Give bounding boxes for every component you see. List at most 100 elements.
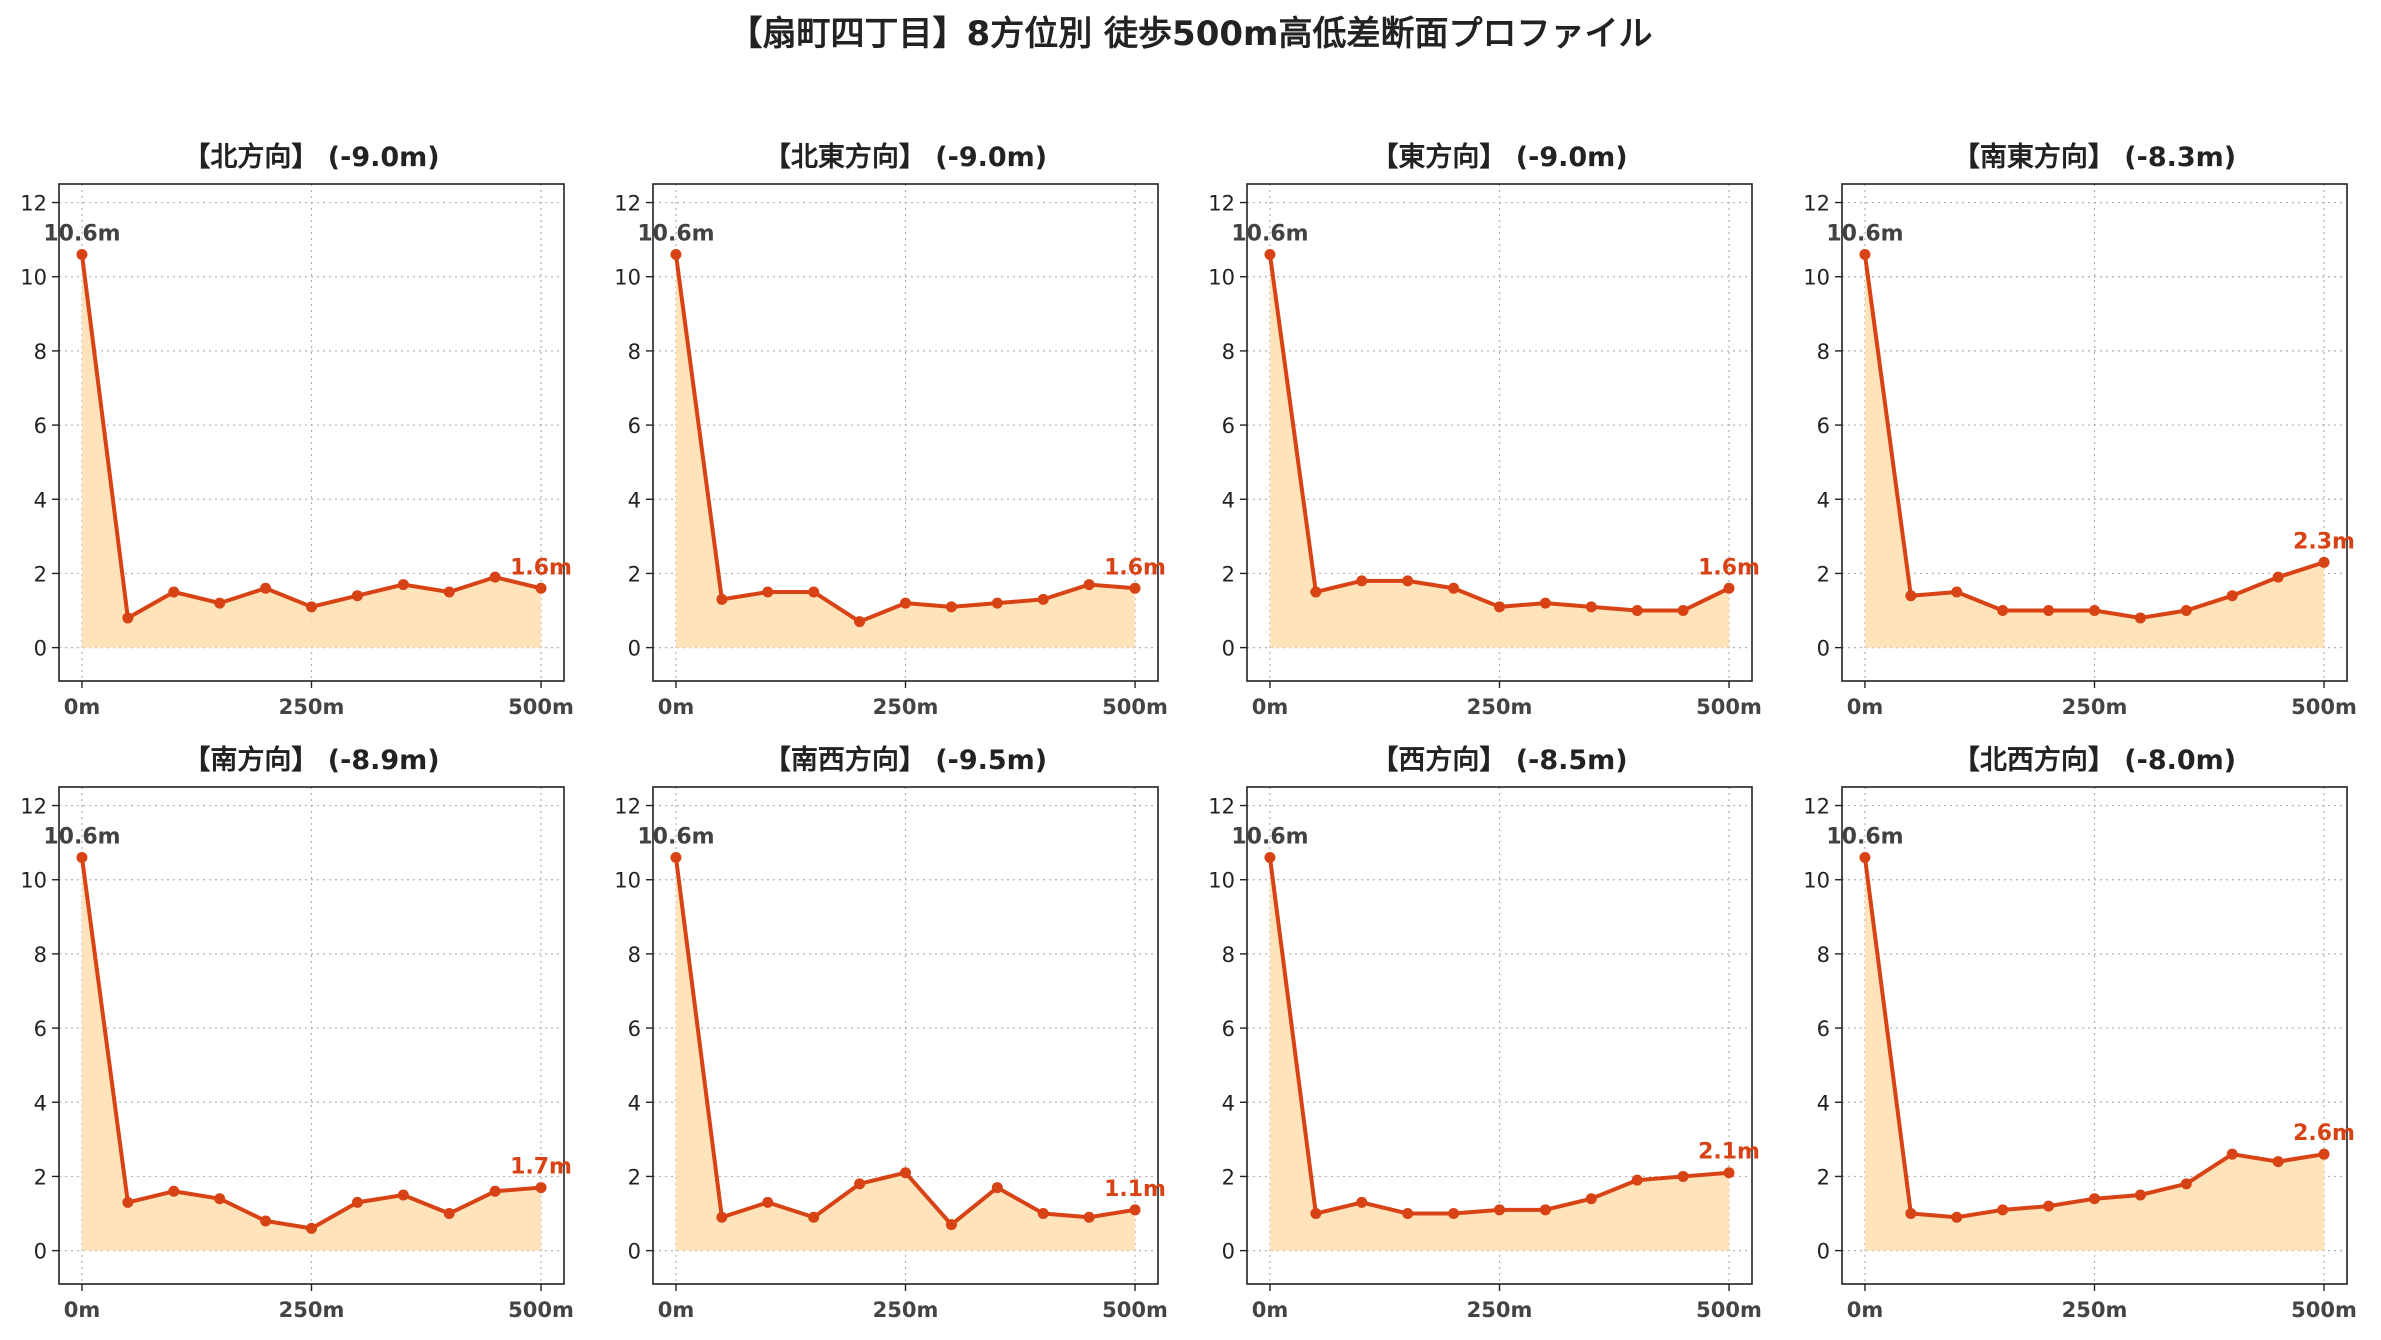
end-elevation-label: 1.6m [1104, 555, 1166, 580]
x-tick-label: 250m [873, 695, 939, 719]
elevation-area [81, 857, 542, 1251]
data-point [168, 586, 180, 598]
start-elevation-label: 10.6m [43, 824, 120, 849]
data-point [1585, 1193, 1597, 1205]
data-point [945, 1219, 957, 1231]
x-tick-label: 500m [2291, 695, 2357, 719]
y-tick-label: 10 [20, 266, 47, 290]
y-tick-label: 6 [628, 1017, 641, 1041]
data-point [1083, 1211, 1095, 1223]
data-point [762, 1196, 774, 1208]
end-elevation-label: 2.3m [2293, 529, 2355, 554]
y-tick-label: 4 [628, 1091, 641, 1115]
data-point [1539, 1204, 1551, 1216]
data-point [351, 590, 363, 602]
y-tick-label: 6 [1222, 414, 1235, 438]
elevation-line [673, 254, 1136, 624]
data-point [2180, 605, 2192, 617]
data-point [1448, 582, 1460, 594]
data-point [1083, 579, 1095, 591]
x-tick-label: 500m [508, 1298, 574, 1322]
y-tick-label: 10 [20, 869, 47, 893]
data-point [168, 1185, 180, 1197]
data-point [2180, 1178, 2192, 1190]
data-point [122, 612, 134, 624]
start-elevation-label: 10.6m [43, 221, 120, 246]
data-point [854, 616, 866, 628]
x-tick-label: 0m [1847, 695, 1884, 719]
data-point [716, 593, 728, 605]
y-tick-label: 10 [1208, 266, 1235, 290]
data-point [1356, 575, 1368, 587]
x-tick-label: 250m [1467, 1298, 1533, 1322]
y-tick-label: 4 [34, 1091, 47, 1115]
data-point [1037, 593, 1049, 605]
data-point [900, 597, 911, 609]
y-tick-label: 0 [628, 637, 641, 661]
data-point [260, 1215, 272, 1227]
data-point [1539, 597, 1551, 609]
data-point [1723, 582, 1735, 594]
x-tick-label: 500m [1102, 1298, 1168, 1322]
subplot-3: 【南東方向】 (-8.3m) 0 2 4 6 8 10 12 0m 250m 500m 10.6m 2.… [1803, 141, 2357, 719]
data-point [1402, 1208, 1414, 1220]
data-point [2226, 590, 2238, 602]
end-elevation-label: 1.6m [1698, 555, 1760, 580]
x-tick-label: 500m [1102, 695, 1168, 719]
y-tick-label: 4 [628, 488, 641, 512]
subplot-4: 【南方向】 (-8.9m) 0 2 4 6 8 10 12 0m 250m 500m 10.6m 1.7… [20, 744, 574, 1322]
y-tick-label: 2 [1817, 562, 1830, 586]
y-tick-label: 10 [614, 869, 641, 893]
data-point [489, 571, 501, 583]
data-point [1310, 1208, 1322, 1220]
y-tick-label: 8 [1222, 943, 1235, 967]
end-elevation-label: 2.1m [1698, 1140, 1760, 1165]
elevation-area [675, 857, 1136, 1251]
data-point [762, 586, 774, 598]
subplot-5: 【南西方向】 (-9.5m) 0 2 4 6 8 10 12 0m 250m 500m 10.6m 1.… [614, 744, 1168, 1322]
subplot-title: 【東方向】 (-9.0m) [1371, 141, 1627, 173]
y-tick-label: 6 [1222, 1017, 1235, 1041]
data-point [1129, 582, 1141, 594]
data-point [260, 582, 272, 594]
elevation-area [1269, 857, 1730, 1251]
x-tick-label: 500m [1696, 695, 1762, 719]
data-point [2089, 1193, 2100, 1205]
data-point [2134, 1189, 2146, 1201]
data-point [1905, 590, 1917, 602]
y-tick-label: 8 [1222, 340, 1235, 364]
elevation-area [81, 254, 542, 648]
data-point [2272, 1156, 2284, 1168]
x-tick-label: 500m [1696, 1298, 1762, 1322]
x-tick-label: 500m [2291, 1298, 2357, 1322]
data-point [1859, 851, 1871, 863]
elevation-area [1864, 254, 2325, 648]
data-point [397, 1189, 409, 1201]
subplot-title: 【南西方向】 (-9.5m) [764, 744, 1047, 776]
data-point [808, 1211, 820, 1223]
x-tick-label: 250m [1467, 695, 1533, 719]
start-elevation-label: 10.6m [1826, 824, 1903, 849]
subplot-2: 【東方向】 (-9.0m) 0 2 4 6 8 10 12 0m 250m 500m 10.6m 1.6… [1208, 141, 1762, 719]
y-tick-label: 6 [1817, 1017, 1830, 1041]
subplot-0: 【北方向】 (-9.0m) 0 2 4 6 8 10 12 0m 250m 500m 10.6m 1.6… [20, 141, 574, 719]
x-tick-label: 250m [2062, 695, 2128, 719]
y-tick-label: 12 [1208, 795, 1235, 819]
data-point [306, 601, 317, 613]
data-point [1448, 1208, 1460, 1220]
subplot-title: 【南東方向】 (-8.3m) [1953, 141, 2236, 173]
data-point [1356, 1196, 1368, 1208]
data-point [1037, 1208, 1049, 1220]
data-point [2043, 1200, 2055, 1212]
subplot-title: 【北東方向】 (-9.0m) [764, 141, 1047, 173]
data-point [2318, 1148, 2330, 1160]
y-tick-label: 0 [1817, 1240, 1830, 1264]
data-point [2318, 556, 2330, 568]
data-point [443, 586, 455, 598]
y-tick-label: 0 [1222, 1240, 1235, 1264]
subplot-title: 【南方向】 (-8.9m) [183, 744, 439, 776]
x-tick-label: 0m [64, 1298, 101, 1322]
elevation-area [1864, 857, 2325, 1251]
data-point [1677, 605, 1689, 617]
data-point [1402, 575, 1414, 587]
